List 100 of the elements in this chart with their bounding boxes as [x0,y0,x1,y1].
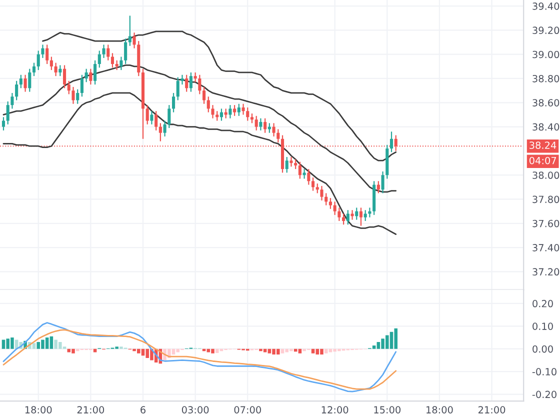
bar [320,348,324,355]
candlestick [228,104,232,119]
candlestick [67,80,70,95]
x-tick-label: 6 [140,406,146,414]
candlestick [163,120,166,138]
candlestick [36,50,40,71]
bar [93,348,97,352]
candlestick [10,92,14,110]
candlestick [24,74,27,92]
bar [259,348,262,352]
y-tick-label: -0.10 [532,368,556,376]
candlestick [54,62,58,77]
candlestick [264,118,267,134]
bar [67,348,71,352]
candlestick [272,122,276,138]
bar [280,348,284,354]
x-tick-label: 07:00 [234,406,261,414]
y-tick-label: 37.80 [532,196,560,204]
bar [50,336,54,349]
candlestick [285,156,288,174]
bar [32,343,36,349]
candlestick [120,56,123,71]
candlestick [320,185,324,201]
candlestick [350,210,354,220]
candlestick [146,104,149,125]
bar [45,338,49,349]
y-tick-label: 37.40 [532,244,560,252]
y-tick-label: 37.60 [532,220,560,228]
y-tick-label: 0.00 [532,345,553,353]
bar [376,342,380,349]
candlestick [206,96,210,113]
candlestick [15,80,18,101]
bar [311,348,315,354]
candlestick [185,74,188,92]
candlestick [41,44,44,59]
candlestick [298,161,302,180]
y-tick-label: 38.00 [532,172,560,179]
candlestick [328,197,332,210]
candlestick [302,168,306,180]
x-tick-label: 12:00 [322,406,348,414]
bar [263,348,267,352]
candlestick [346,210,350,226]
y-tick-label: 39.20 [532,26,560,34]
y-tick-label: 0.10 [532,322,553,330]
candlestick [72,86,75,104]
candlestick [312,176,315,192]
candlestick [76,88,80,104]
x-tick-label: 18:00 [426,406,453,414]
y-tick-label: 38.60 [532,99,560,106]
candlestick [50,56,53,71]
candlestick [189,72,192,92]
candlestick [58,64,62,77]
x-tick-label: 18:00 [25,406,52,414]
candlestick [115,60,118,71]
candlestick [333,201,336,216]
candlestick [376,180,380,194]
x-tick-label: 21:00 [478,406,506,414]
candlestick [381,170,384,194]
y-tick-label: 39.00 [532,50,560,58]
x-tick-label: 15:00 [374,406,401,414]
y-tick-label: 0.20 [532,300,553,308]
candlestick [150,110,154,125]
candlestick [259,118,262,131]
candlestick [242,103,245,116]
candlestick [390,131,394,153]
bar [206,348,210,352]
candlestick [250,112,254,124]
candlestick [158,122,162,142]
text: 04:07 [529,156,556,164]
candlestick [290,156,293,168]
candlestick [338,207,341,222]
candlestick [246,106,250,122]
line-series [42,30,397,162]
candlestick [154,110,158,131]
bar [298,348,302,354]
candlestick [342,213,346,226]
candlestick [254,115,258,131]
candlestick [94,60,97,86]
ref-line-label: 38.24 [530,142,556,149]
candlestick [324,192,328,206]
candlestick [6,100,10,125]
candlestick [89,68,92,86]
bar [394,328,398,349]
candlestick [307,168,310,186]
candlestick [124,38,128,65]
bar [285,348,289,352]
bar [390,332,394,349]
candlestick [84,68,88,83]
bar [215,348,219,353]
candlestick [128,15,132,46]
candlestick [237,103,240,116]
y-tick-label: 38.80 [532,74,560,82]
candlestick [294,158,298,170]
candlestick [110,52,114,68]
candlestick [220,108,223,122]
candlestick [80,74,84,98]
y-tick-label: 38.40 [532,123,560,131]
line-series [2,92,397,235]
bar [211,348,214,354]
candlestick [132,32,136,49]
